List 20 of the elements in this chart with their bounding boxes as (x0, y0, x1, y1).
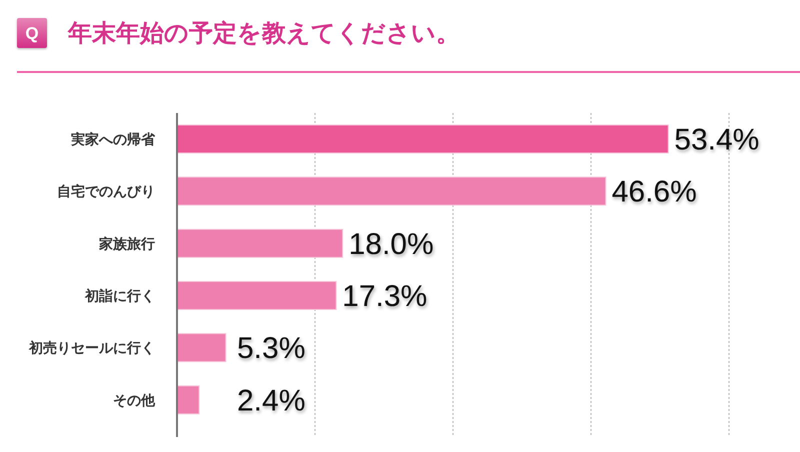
bar (177, 124, 669, 154)
y-tick-label: 初詣に行く (84, 288, 155, 305)
data-label: 2.4% (237, 384, 306, 418)
bar (177, 333, 226, 362)
square-badge: Q (17, 18, 47, 48)
bar (177, 281, 337, 310)
bar (177, 228, 344, 258)
bar (177, 176, 606, 206)
bar (177, 385, 200, 414)
chart-title: 年末年始の予定を教えてください。 (68, 18, 460, 48)
y-tick-label: その他 (113, 392, 156, 409)
data-label: 17.3% (342, 280, 428, 313)
data-label: 46.6% (612, 176, 697, 209)
y-tick-label: 家族旅行 (98, 235, 155, 252)
data-label: 18.0% (348, 228, 434, 261)
data-label: 5.3% (237, 332, 306, 366)
y-tick-label: 初売りセールに行く (28, 340, 155, 357)
y-tick-label: 実家への帰省 (71, 131, 156, 148)
data-label: 53.4% (674, 124, 760, 156)
y-tick-label: 自宅でのんびり (57, 183, 155, 200)
